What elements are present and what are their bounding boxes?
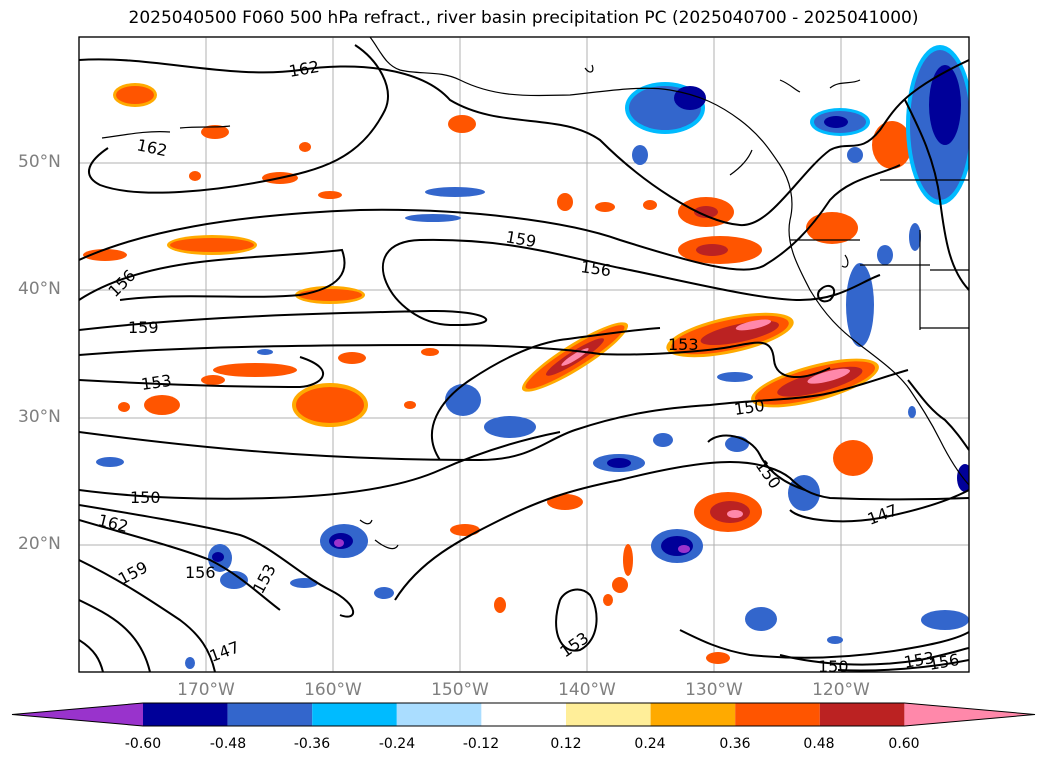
lat-label: 40°N [18,279,61,299]
contour-label: 159 [128,318,159,337]
colorbar-tick-label: -0.36 [293,736,331,752]
lon-label: 130°W [685,680,743,700]
lon-label: 120°W [812,680,870,700]
lat-label: 50°N [18,152,61,172]
contour-label: 156 [185,563,216,582]
lon-label: 170°W [177,680,235,700]
lon-label: 140°W [558,680,616,700]
contour-label: 153 [140,371,173,394]
lon-label: 150°W [431,680,489,700]
contour-label: 150 [733,396,766,419]
colorbar-tick-label: 0.36 [719,736,751,752]
precip-positive-areas [83,83,912,664]
contour-label: 150 [130,488,161,507]
page-title: 2025040500 F060 500 hPa refract., river … [128,8,919,28]
colorbar-tick-label: -0.12 [462,736,500,752]
lon-label: 160°W [304,680,362,700]
refractivity-contours [79,44,969,672]
contour-label: 153 [668,335,699,354]
colorbar-tick-label: 0.48 [803,736,835,752]
colorbar-tick-label: 0.60 [888,736,920,752]
colorbar-tick-label: 0.24 [634,736,666,752]
contour-label: 150 [818,657,849,676]
lat-label: 20°N [18,534,61,554]
colorbar-tick-label: -0.60 [124,736,162,752]
lat-label: 30°N [18,407,61,427]
colorbar-tick-label: -0.24 [378,736,416,752]
colorbar-tick-label: 0.12 [550,736,582,752]
colorbar-tick-label: -0.48 [209,736,247,752]
contour-label: 156 [579,257,612,280]
precip-negative-areas [96,45,969,669]
coastlines [101,37,969,550]
